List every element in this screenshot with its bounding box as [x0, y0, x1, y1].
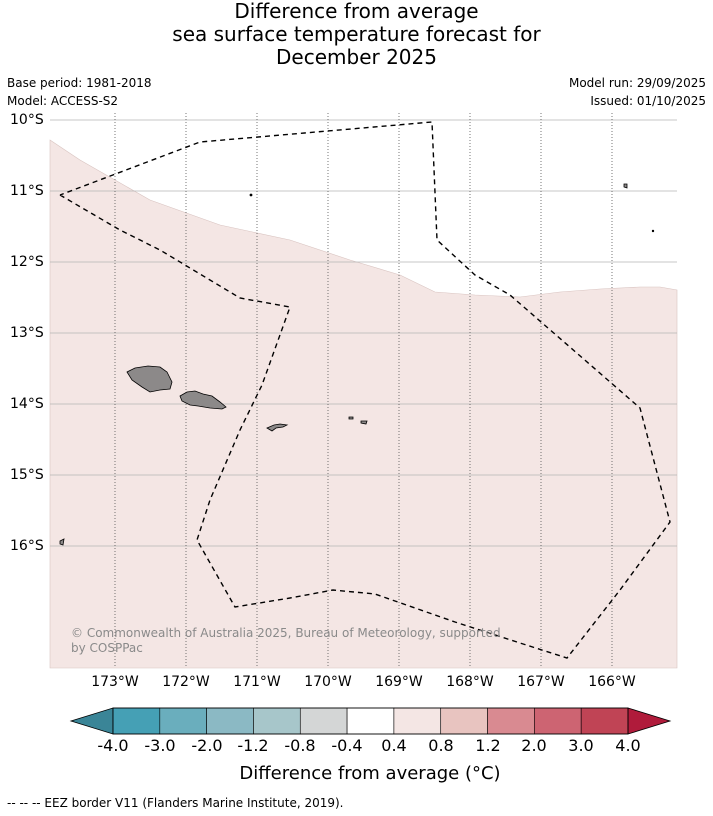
colorbar-tick-label: -0.8: [284, 736, 316, 755]
lon-label-167w: 167°W: [517, 674, 565, 690]
colorbar-tick-label: 3.0: [568, 736, 594, 755]
colorbar-tick-label: 0.8: [428, 736, 454, 755]
title-line-1: Difference from average: [234, 0, 479, 23]
colorbar-tick-label: 2.0: [521, 736, 547, 755]
colorbar-segment: [487, 707, 535, 735]
eez-border-samoa: [59, 121, 671, 659]
island-small-west: [59, 538, 65, 546]
colorbar-tick-label: 0.4: [381, 736, 407, 755]
lon-label-166w: 166°W: [588, 674, 636, 690]
lat-label-11s: 11°S: [10, 183, 44, 199]
latitude-gridlines: [50, 119, 677, 547]
colorbar-segment: [299, 707, 348, 735]
model-run: Model run: 29/09/2025: [568, 76, 706, 90]
lon-label-173w: 173°W: [91, 674, 139, 690]
lon-label-168w: 168°W: [446, 674, 494, 690]
colorbar-segment: [253, 707, 301, 735]
colorbar-tick-label: -4.0: [97, 736, 129, 755]
colorbar-tick-label: -3.0: [144, 736, 176, 755]
meta-left: Base period: 1981-2018 Model: ACCESS-S2: [7, 74, 152, 110]
colorbar-segment: [534, 707, 582, 735]
colorbar-frame: [112, 707, 629, 735]
island-manua-2: [360, 420, 368, 425]
base-period: Base period: 1981-2018: [7, 76, 152, 90]
colorbar-tick-label: -2.0: [191, 736, 223, 755]
island-savaii: [126, 365, 173, 393]
colorbar-tick-label: 4.0: [615, 736, 641, 755]
colorbar-segments: [112, 707, 629, 735]
lon-label-171w: 171°W: [233, 674, 281, 690]
eez-borders: [59, 121, 671, 659]
lat-label-12s: 12°S: [10, 254, 44, 270]
eez-legend: -- -- -- EEZ border V11 (Flanders Marine…: [7, 796, 344, 810]
lat-label-13s: 13°S: [10, 325, 44, 341]
lat-label-10s: 10°S: [10, 112, 44, 128]
lat-label-15s: 15°S: [10, 467, 44, 483]
lon-label-170w: 170°W: [304, 674, 352, 690]
lon-label-172w: 172°W: [162, 674, 210, 690]
colorbar-segment: [206, 707, 254, 735]
lat-label-16s: 16°S: [10, 538, 44, 554]
colorbar-segment: [159, 707, 207, 735]
map-title: Difference from average sea surface temp…: [0, 0, 713, 69]
colorbar-extend-high: [627, 707, 672, 735]
colorbar-tick-label: 1.2: [475, 736, 501, 755]
model-name: Model: ACCESS-S2: [7, 94, 119, 108]
islands: [59, 183, 655, 546]
island-islet-a: [249, 193, 253, 197]
colorbar-tick-label: -1.2: [237, 736, 269, 755]
colorbar-segment: [112, 707, 161, 735]
colorbar-segment: [580, 707, 629, 735]
meta-right: Model run: 29/09/2025 Issued: 01/10/2025: [569, 74, 706, 110]
colorbar: [69, 707, 672, 735]
colorbar-tick-label: -0.4: [331, 736, 363, 755]
title-line-2: sea surface temperature forecast for: [172, 22, 541, 46]
issued-date: Issued: 01/10/2025: [590, 94, 706, 108]
colorbar-segment: [346, 707, 395, 735]
lat-label-14s: 14°S: [10, 396, 44, 412]
copyright-notice: © Commonwealth of Australia 2025, Bureau…: [71, 626, 501, 655]
colorbar-title: Difference from average (°C): [239, 763, 501, 784]
island-manua-1: [348, 416, 354, 420]
longitude-gridlines: [114, 113, 613, 668]
colorbar-extend-low: [69, 707, 114, 735]
colorbar-segment: [393, 707, 442, 735]
title-line-3: December 2025: [276, 45, 437, 69]
island-tutuila: [266, 423, 289, 432]
island-upolu: [179, 390, 227, 410]
colorbar-segment: [440, 707, 488, 735]
island-islet-b: [651, 229, 655, 233]
island-swains: [623, 183, 628, 189]
lon-label-169w: 169°W: [375, 674, 423, 690]
